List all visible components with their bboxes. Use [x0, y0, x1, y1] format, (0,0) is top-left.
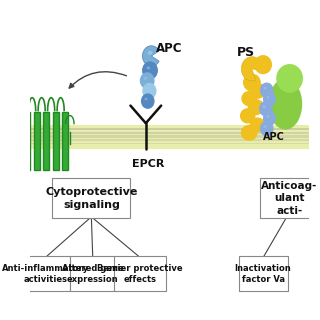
Ellipse shape	[249, 83, 266, 99]
Text: Anticoag-
ulant
acti-: Anticoag- ulant acti-	[261, 181, 318, 216]
Text: Altered gene
expression: Altered gene expression	[62, 264, 124, 284]
Ellipse shape	[269, 78, 302, 130]
Circle shape	[143, 84, 156, 98]
Ellipse shape	[266, 115, 269, 117]
FancyBboxPatch shape	[34, 112, 40, 170]
Text: Inactivation
factor Va: Inactivation factor Va	[235, 264, 292, 284]
Ellipse shape	[241, 125, 258, 141]
Ellipse shape	[240, 108, 256, 124]
Ellipse shape	[266, 96, 269, 98]
FancyBboxPatch shape	[30, 139, 309, 141]
Text: APC: APC	[156, 42, 183, 54]
Ellipse shape	[263, 87, 267, 89]
FancyBboxPatch shape	[30, 143, 309, 145]
FancyBboxPatch shape	[30, 135, 309, 138]
FancyBboxPatch shape	[30, 125, 309, 149]
FancyBboxPatch shape	[62, 112, 68, 170]
Circle shape	[140, 73, 154, 88]
FancyBboxPatch shape	[43, 112, 50, 170]
Ellipse shape	[145, 98, 148, 100]
Text: APC: APC	[262, 132, 284, 142]
Ellipse shape	[147, 67, 150, 69]
Wedge shape	[241, 57, 262, 81]
FancyBboxPatch shape	[30, 132, 309, 134]
Circle shape	[260, 102, 272, 116]
Text: EPCR: EPCR	[132, 159, 165, 169]
Ellipse shape	[248, 99, 265, 115]
Ellipse shape	[144, 77, 147, 80]
FancyBboxPatch shape	[21, 256, 70, 291]
Text: Cytoprotective
signaling: Cytoprotective signaling	[45, 187, 138, 210]
Ellipse shape	[241, 91, 257, 106]
Ellipse shape	[250, 117, 265, 132]
FancyBboxPatch shape	[52, 179, 131, 219]
FancyBboxPatch shape	[53, 112, 59, 170]
Ellipse shape	[243, 74, 261, 92]
Circle shape	[260, 122, 273, 136]
Ellipse shape	[263, 125, 267, 128]
FancyBboxPatch shape	[24, 112, 30, 170]
Circle shape	[264, 112, 276, 125]
Circle shape	[143, 62, 157, 79]
Text: Barrier protective
effects: Barrier protective effects	[97, 264, 183, 284]
Circle shape	[260, 83, 273, 97]
Text: Anti-inflammatory
activities: Anti-inflammatory activities	[2, 264, 89, 284]
FancyBboxPatch shape	[114, 256, 166, 291]
FancyBboxPatch shape	[70, 256, 116, 291]
Ellipse shape	[146, 87, 149, 90]
FancyBboxPatch shape	[239, 256, 288, 291]
FancyBboxPatch shape	[30, 128, 309, 130]
Wedge shape	[142, 46, 159, 66]
Ellipse shape	[276, 64, 303, 93]
Ellipse shape	[148, 51, 153, 55]
Ellipse shape	[263, 106, 266, 108]
Text: PS: PS	[237, 46, 255, 59]
Ellipse shape	[254, 55, 272, 74]
FancyBboxPatch shape	[260, 179, 320, 219]
Circle shape	[264, 92, 276, 106]
Circle shape	[142, 94, 154, 108]
